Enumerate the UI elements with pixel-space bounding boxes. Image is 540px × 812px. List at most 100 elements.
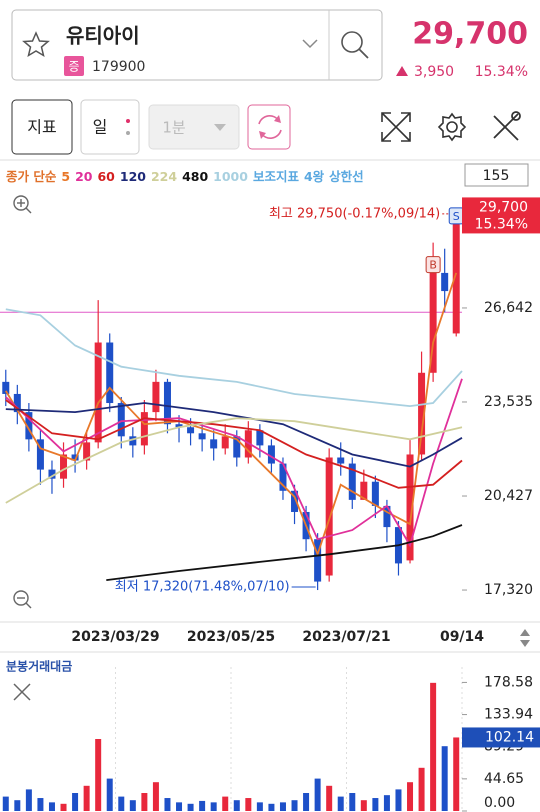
moving-average-line [5,272,458,557]
stock-code: 179900 [92,59,145,75]
candle-body [83,442,91,461]
volume-bar [129,800,136,811]
period-label: 일 [93,118,108,137]
refresh-icon-arrow [259,131,266,139]
volume-bar [383,795,390,811]
y-tick-label: 23,535 [484,394,533,410]
signal-label: B [429,259,437,272]
legend-entry: 480 [182,169,208,184]
tools-icon[interactable] [493,111,521,141]
volume-bar [60,803,67,811]
volume-y-tick-label: 44.65 [484,771,524,787]
volume-bar [279,802,286,811]
low-label: 최저 17,320(71.48%,07/10) [115,580,290,595]
search-icon-handle [358,48,369,59]
x-tick-label: 2023/05/25 [187,629,275,645]
interval-arrow [214,124,226,131]
period-button[interactable] [80,99,140,155]
favorite-star[interactable] [22,31,50,58]
moving-average-line [5,308,463,408]
volume-bar [337,796,344,811]
candle-body [36,439,44,470]
candle-body [348,463,356,500]
volume-bar [314,778,321,811]
candle-body [163,381,171,425]
zoom-out-icon[interactable] [13,590,32,609]
volume-bar [14,800,21,811]
volume-bar [233,800,240,811]
refresh-icon-arrow [274,115,281,123]
zoom-in-icon[interactable] [13,195,32,214]
candle-body [429,272,437,373]
current-price-badge-pct: 15.34% [475,216,528,232]
scroll-arrow[interactable] [520,640,530,647]
volume-title: 분봉거래대금 [6,659,72,674]
candle-body [71,454,79,461]
volume-bar [430,682,437,811]
candle-body [441,272,449,292]
legend-extra: 4왕 [304,169,325,184]
count-label: 155 [483,168,510,184]
candle-body [267,445,275,464]
candle-body [360,481,368,500]
candle-body [383,505,391,528]
moving-average-line [5,378,463,548]
volume-bar [83,785,90,811]
volume-y-tick-label: 0.00 [484,795,515,811]
candle-body [25,412,33,440]
indicator-label: 지표 [27,118,56,137]
legend-entry: 20 [75,169,93,184]
y-tick-label: 20,427 [484,488,533,504]
settings-icon[interactable] [437,112,467,142]
count-box[interactable] [464,163,529,187]
moving-average-line [5,402,463,468]
candle-body [314,539,322,582]
candle-body [187,427,195,434]
refresh-button[interactable] [247,104,291,150]
volume-bar [395,789,402,811]
volume-bar [245,798,252,811]
y-tick-label: 17,320 [484,582,533,598]
volume-bar [37,798,44,811]
volume-bar [407,782,414,811]
legend-entry: 60 [97,169,115,184]
interval-label: 1분 [162,119,186,137]
close-panel-icon[interactable] [13,683,31,701]
current-price: 29,700 [412,17,528,52]
volume-bar [48,802,55,811]
fullscreen-icon[interactable] [381,112,411,142]
current-price-badge [462,197,540,234]
candle-body [152,381,160,413]
search-icon[interactable] [341,31,363,53]
volume-bar [141,793,148,811]
period-dot [126,131,130,135]
candle-body [48,469,56,479]
dropdown-arrow[interactable] [302,39,318,49]
volume-badge-label: 102.14 [485,729,534,745]
scroll-arrow[interactable] [520,629,530,636]
candle-body [210,439,218,449]
volume-bar [360,800,367,811]
volume-bar [106,778,113,811]
current-price-badge-price: 29,700 [479,199,528,215]
candle-body [325,457,333,576]
interval-select[interactable] [148,104,240,150]
volume-bar [199,800,206,811]
candle-body [140,412,148,446]
moving-average-line [5,417,463,504]
candle-body [418,372,426,455]
volume-bar [95,739,102,811]
candle-body [94,342,102,443]
candle-body [198,433,206,440]
volume-y-tick-label: 133.94 [484,707,533,723]
stock-box[interactable] [11,9,383,81]
signal-marker [425,256,441,274]
indicator-button[interactable] [11,99,73,155]
volume-bar [256,802,263,811]
candle-body [117,403,125,437]
high-label: 최고 29,750(-0.17%,09/14) [269,206,440,221]
volume-bar [268,803,275,811]
candle-body [175,424,183,428]
candle-body [233,436,241,458]
